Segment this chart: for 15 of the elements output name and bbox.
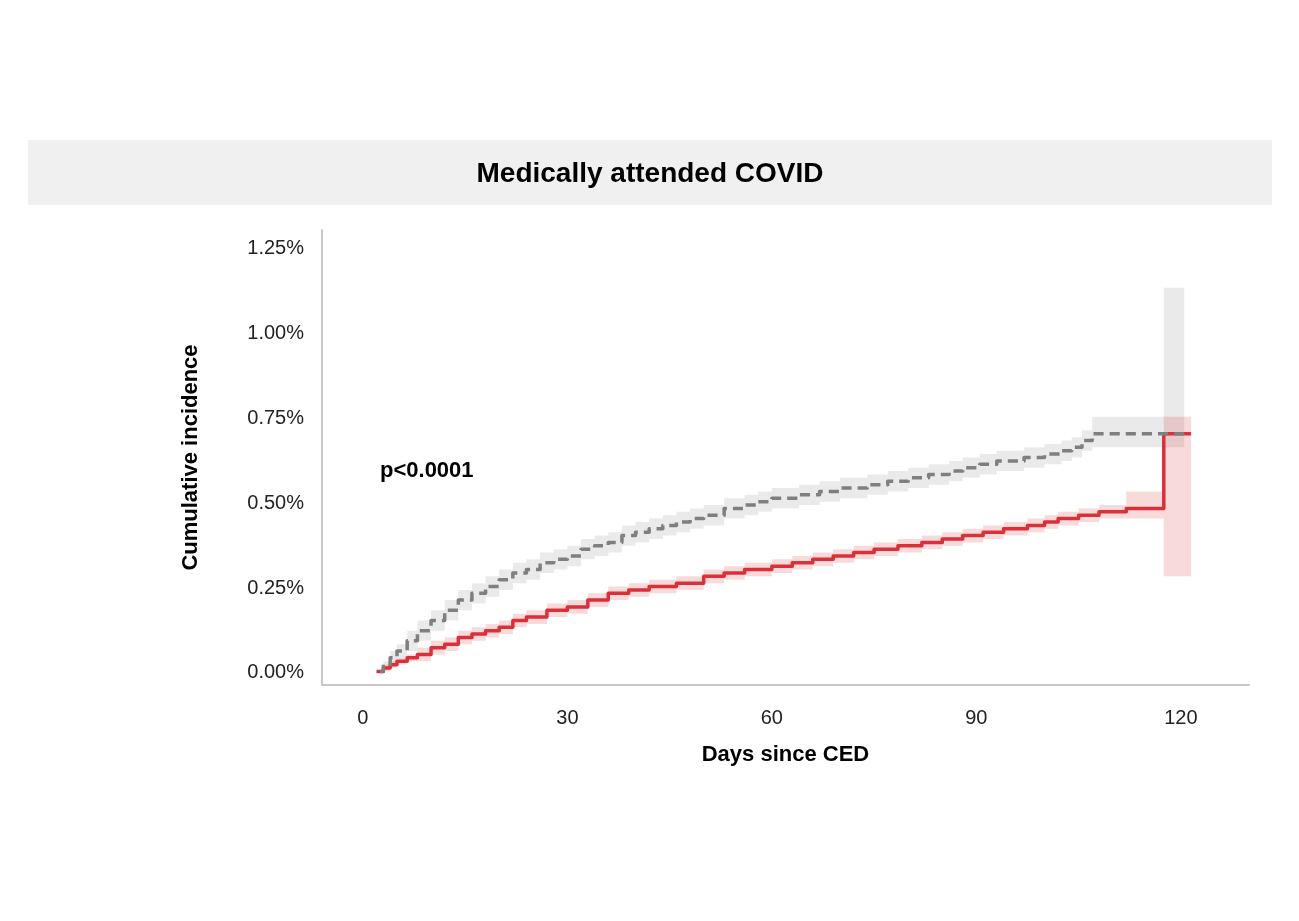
chart-title: Medically attended COVID [28, 140, 1272, 205]
x-tick-label: 120 [1164, 706, 1198, 728]
y-tick-label: 1.00% [247, 320, 305, 343]
y-tick-label: 0.75% [247, 405, 305, 428]
x-axis-title: Days since CED [701, 740, 870, 766]
y-tick-label: 0.00% [247, 660, 305, 683]
x-tick-label: 60 [760, 706, 783, 728]
x-tick-label: 30 [556, 706, 579, 728]
x-tick-label: 0 [357, 706, 369, 728]
annotation: p<0.0001 [380, 456, 474, 482]
x-tick-label: 90 [965, 706, 988, 728]
y-tick-label: 0.25% [247, 575, 305, 598]
y-axis-title: Cumulative incidence [176, 344, 202, 571]
y-tick-label: 0.50% [247, 490, 305, 513]
y-tick-label: 1.25% [247, 235, 305, 258]
